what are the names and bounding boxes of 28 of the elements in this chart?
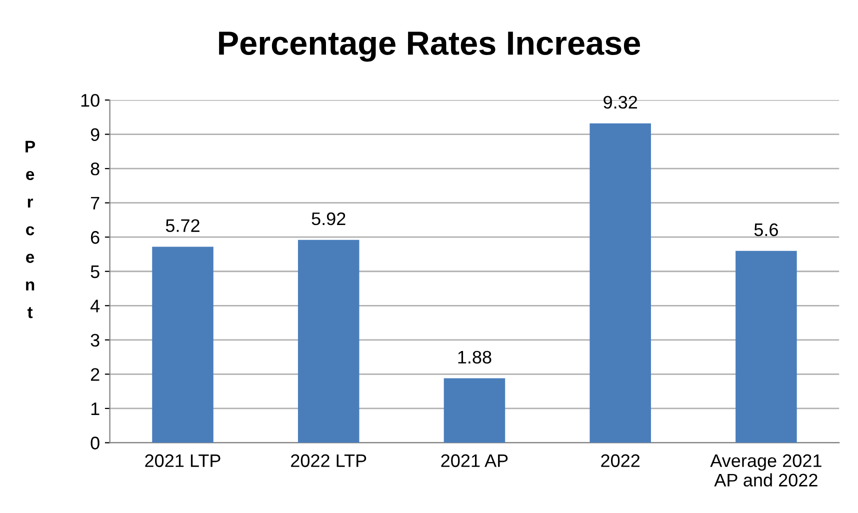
- bar: [152, 246, 214, 443]
- bar: [736, 250, 797, 443]
- y-tick-label: 9: [90, 128, 100, 142]
- chart-title: Percentage Rates Increase: [219, 32, 640, 62]
- x-tick-label: Average 2021 AP and 2022: [710, 454, 822, 487]
- y-axis-title: Percent: [26, 140, 36, 318]
- y-tick-label: 4: [90, 300, 100, 312]
- x-tick-label: 2022: [601, 454, 640, 468]
- data-label: 5.92: [312, 212, 346, 226]
- y-tick-label: 3: [90, 334, 100, 347]
- data-label: 5.72: [166, 219, 200, 232]
- y-tick-label: 10: [81, 94, 100, 107]
- y-tick-label: 6: [90, 231, 100, 244]
- data-label: 9.32: [604, 96, 637, 109]
- y-tick-label: 2: [90, 368, 100, 381]
- y-tick-label: 8: [90, 162, 100, 176]
- y-tick-label: 5: [90, 266, 100, 278]
- x-tick-label: 2021 AP: [441, 454, 508, 468]
- bar: [298, 240, 360, 443]
- y-tick-label: 1: [91, 402, 100, 415]
- x-tick-label: 2022 LTP: [291, 454, 366, 468]
- x-tick-label: 2021 LTP: [145, 454, 220, 468]
- data-label: 1.88: [458, 350, 492, 364]
- bar: [444, 378, 506, 443]
- y-tick-label: 7: [90, 196, 100, 210]
- y-tick-label: 0: [90, 436, 100, 450]
- bar: [590, 123, 651, 443]
- data-label: 5.6: [754, 223, 778, 236]
